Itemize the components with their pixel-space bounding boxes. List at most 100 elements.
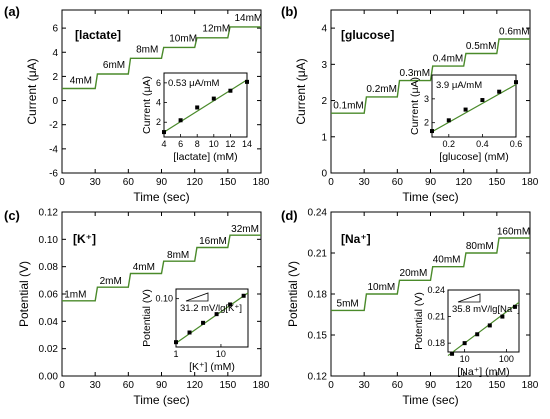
inset-data-point: [475, 332, 480, 337]
y-tick-label: 0.06: [39, 290, 59, 301]
inset-x-tick-label: 12: [225, 139, 235, 149]
x-tick-label: 60: [392, 177, 404, 188]
inset-slope-annotation: 3.9 μA/mM: [436, 80, 482, 91]
chart-panel-3: (c) 0 30 60 90 120 150 180 0.00 0.02 0.04 0.06 0.08 0…: [4, 208, 270, 408]
y-tick-label: 2: [52, 72, 58, 83]
inset-y-tick-label: 0.10: [155, 294, 173, 304]
slope-triangle-icon: [185, 292, 209, 302]
x-axis-label: Time (sec): [402, 393, 458, 407]
step-label: 160mM: [497, 227, 530, 238]
step-label: 80mM: [466, 241, 494, 252]
inset-data-point: [195, 105, 200, 110]
inset-data-point: [446, 118, 451, 123]
step-label: 1mM: [64, 289, 86, 300]
step-label: 0.4mM: [433, 53, 464, 64]
step-label: 32mM: [231, 224, 259, 235]
step-label: 0.5mM: [466, 41, 497, 52]
chart-panel-1: (a) 0 30 60 90 120 150 180 -6 -4 -2 0 2 4 6 Time (sec) C…: [4, 4, 270, 204]
step-label: 0.2mM: [366, 84, 397, 95]
inset-data-point: [174, 340, 178, 345]
inset-data-point: [201, 320, 206, 325]
y-tick-label: 4: [321, 24, 327, 35]
x-tick-label: 90: [425, 380, 437, 391]
step-label: 4mM: [133, 262, 155, 273]
y-tick-label: 0.10: [39, 235, 59, 246]
inset-frame: [163, 72, 248, 138]
slope-triangle-icon: [457, 293, 481, 303]
panel-label: (d): [281, 208, 298, 223]
inset-chart: 0.2 0.4 0.6 2 3 [glucose] (mM) Current (μA) 3.9…: [409, 74, 523, 163]
inset-data-point: [178, 118, 183, 123]
x-tick-label: 150: [219, 380, 236, 391]
inset-data-point: [430, 129, 434, 134]
inset-x-tick-label: 0.4: [476, 139, 489, 149]
y-tick-label: 1: [321, 132, 327, 143]
x-tick-label: 0: [328, 380, 334, 391]
panel-label: (c): [4, 208, 20, 223]
inset-frame: [431, 74, 517, 138]
y-tick-label: 0.02: [39, 344, 59, 355]
inset-x-tick-label: 10: [209, 139, 219, 149]
inset-x-tick-label: 0.6: [510, 139, 523, 149]
x-tick-label: 180: [253, 177, 270, 188]
inset-y-tick-label: 0.21: [427, 312, 445, 322]
inset-data-point: [187, 330, 192, 335]
x-axis-label: Time (sec): [402, 190, 458, 204]
x-tick-label: 30: [359, 380, 371, 391]
y-tick-label: 0: [52, 96, 58, 107]
inset-data-point: [450, 351, 455, 356]
inset-x-label: [Na⁺] (mM): [457, 366, 509, 378]
inset-y-label: Current (μA): [409, 77, 421, 135]
species-annotation: [Na⁺]: [341, 232, 371, 246]
inset-data-point: [241, 293, 246, 298]
inset-y-tick-label: 6: [156, 78, 161, 88]
inset-chart: 4 6 8 10 12 14 2 4 6 [lactate] (mM) Current (μA) 0.…: [141, 72, 252, 163]
x-tick-label: 90: [156, 380, 168, 391]
inset-data-point: [497, 89, 502, 94]
inset-data-point: [245, 79, 249, 84]
inset-data-point: [228, 302, 233, 307]
inset-slope-annotation: 35.8 mV/lg[Na⁺]: [452, 304, 520, 315]
step-label: 0.6mM: [499, 26, 530, 37]
y-tick-label: 0.00: [39, 372, 59, 383]
step-label: 5mM: [337, 298, 359, 309]
y-axis-label: Current (μA): [294, 58, 308, 124]
x-tick-label: 120: [455, 177, 472, 188]
y-axis-label: Potential (V): [286, 261, 300, 327]
x-tick-label: 120: [186, 380, 203, 391]
y-tick-label: -6: [49, 169, 58, 180]
step-label: 40mM: [433, 255, 461, 266]
step-label: 16mM: [199, 236, 227, 247]
inset-fit-line: [431, 84, 517, 133]
x-tick-label: 150: [488, 177, 505, 188]
inset-y-tick-label: 4: [156, 98, 161, 108]
x-tick-label: 150: [219, 177, 236, 188]
inset-x-tick-label: 100: [499, 354, 514, 364]
inset-data-point: [514, 80, 518, 85]
step-label: 12mM: [202, 24, 230, 35]
series-line: [62, 26, 261, 90]
inset-y-tick-label: 0.24: [427, 285, 445, 295]
x-tick-label: 0: [59, 177, 65, 188]
step-label: 8mM: [167, 250, 189, 261]
chart-panel-2: (b) 0 30 60 90 120 150 180 0 1 2 3 4 Time (sec) Curren…: [281, 4, 539, 204]
x-tick-label: 60: [392, 380, 404, 391]
inset-x-tick-label: 8: [195, 139, 200, 149]
inset-fit-line: [175, 292, 249, 344]
inset-x-label: [lactate] (mM): [173, 151, 237, 163]
inset-chart: 1 10 0.10 [K⁺] (mM) Potential (V) 31.2 mV/lg[…: [141, 288, 249, 373]
x-tick-label: 0: [328, 177, 334, 188]
series-line: [331, 237, 530, 312]
x-tick-label: 120: [455, 380, 472, 391]
x-tick-label: 180: [522, 177, 539, 188]
series-line: [62, 234, 261, 302]
y-tick-label: 3: [321, 60, 327, 71]
step-label: 6mM: [103, 60, 125, 71]
inset-fit-line: [447, 301, 520, 357]
inset-data-point: [480, 98, 485, 103]
inset-x-tick-label: 6: [178, 139, 183, 149]
inset-data-point: [214, 312, 219, 317]
panel-label: (b): [281, 4, 298, 19]
x-tick-label: 180: [253, 380, 270, 391]
